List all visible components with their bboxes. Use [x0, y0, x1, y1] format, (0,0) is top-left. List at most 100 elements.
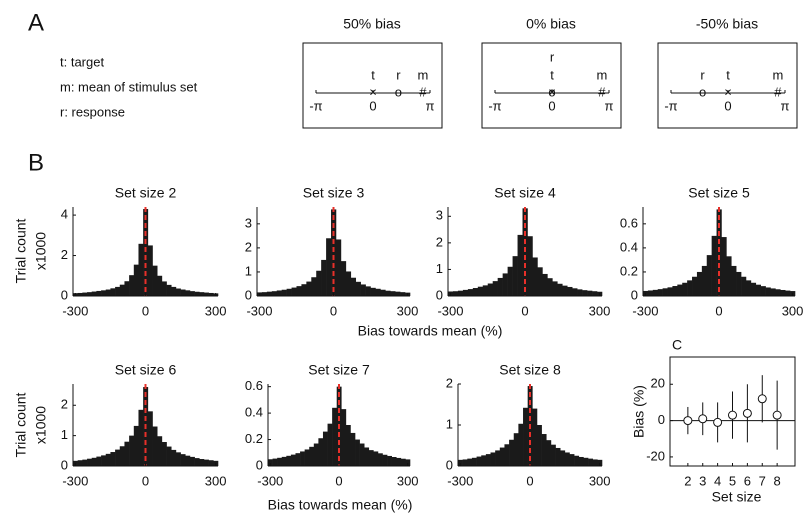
marker-letter: m [417, 67, 428, 82]
bar [502, 273, 508, 296]
bar [105, 289, 111, 296]
bar [166, 446, 172, 466]
marker-symbol: × [369, 84, 377, 99]
diagram-frame [481, 42, 622, 129]
y-tick-label: 0.4 [620, 239, 638, 254]
bar [495, 450, 501, 466]
diagram-title: -50% bias [696, 16, 758, 32]
chart-title: Set size 5 [688, 185, 750, 201]
y-tick-label: 0 [245, 287, 252, 302]
x-tick-label: 4 [714, 473, 721, 488]
bar [736, 271, 742, 296]
marker-symbol: o [548, 84, 555, 99]
bar [171, 449, 177, 466]
marker-symbol: # [598, 84, 606, 99]
bar [517, 234, 523, 296]
y-tick-label: 20 [651, 376, 665, 391]
bar [467, 289, 474, 296]
x-tick-label: -300 [632, 303, 658, 318]
bar [452, 291, 459, 296]
y-axis-label: x1000 [33, 406, 49, 444]
bar [350, 277, 357, 296]
bar [277, 457, 283, 466]
bar [377, 453, 383, 466]
bar [77, 292, 83, 296]
bar [396, 457, 402, 466]
chart-title: Set size 3 [303, 185, 365, 201]
bar [499, 447, 505, 466]
y-axis-label: x1000 [33, 232, 49, 270]
bar [532, 257, 538, 296]
y-tick-label: 0 [436, 287, 443, 302]
bar [532, 408, 538, 466]
bar [550, 444, 556, 466]
panel-label: C [672, 337, 682, 353]
bar [129, 275, 135, 296]
bar [340, 261, 347, 296]
tick-label: π [781, 98, 790, 113]
x-tick-label: 0 [715, 303, 722, 318]
x-tick-label: 0 [526, 473, 533, 488]
bar [175, 288, 181, 296]
y-tick-label: 0 [631, 287, 638, 302]
bar [365, 286, 371, 296]
bar [147, 411, 153, 466]
bar [309, 446, 315, 466]
bar [91, 291, 97, 296]
x-tick-label: 3 [699, 473, 706, 488]
bar [331, 209, 337, 296]
bar [321, 259, 327, 296]
bar [557, 283, 563, 296]
y-tick-label: 0 [446, 457, 453, 472]
bar [537, 267, 543, 296]
bar [701, 265, 708, 296]
bar [313, 443, 319, 466]
bar [390, 291, 396, 296]
marker-symbol: # [774, 84, 782, 99]
x-tick-label: 0 [521, 303, 528, 318]
y-tick-label: 3 [245, 215, 252, 230]
tick-label: -π [488, 98, 501, 113]
y-tick-label: 1 [245, 263, 252, 278]
bar [458, 459, 463, 466]
bar [175, 452, 181, 466]
bar [199, 292, 205, 296]
bar [110, 288, 116, 296]
bar [375, 288, 381, 296]
x-tick-label: -300 [246, 303, 272, 318]
marker-letter: r [396, 67, 401, 82]
bar [745, 280, 752, 296]
y-tick-label: 0 [61, 457, 68, 472]
bar [271, 291, 278, 296]
marker-letter: t [726, 67, 730, 82]
bar [552, 281, 558, 296]
x-tick-label: -300 [437, 303, 463, 318]
bar [472, 288, 479, 296]
bar [199, 459, 205, 466]
bar [647, 290, 654, 296]
bar [327, 423, 333, 466]
data-point [757, 394, 767, 404]
x-tick-label: 300 [205, 473, 227, 488]
y-tick-label: 2 [436, 234, 443, 249]
bar [82, 292, 88, 296]
bar [770, 288, 776, 296]
bar [560, 450, 566, 466]
bar [382, 454, 388, 466]
bar [152, 265, 158, 296]
bar [194, 458, 200, 466]
bar [482, 285, 489, 296]
bar [387, 455, 392, 466]
y-tick-label: 0 [658, 412, 665, 427]
x-tick-label: 0 [142, 303, 149, 318]
bar [542, 273, 548, 296]
y-tick-label: 2 [245, 239, 252, 254]
bar [672, 286, 678, 296]
chart-title: Set size 7 [308, 362, 370, 378]
bar [457, 290, 464, 296]
x-tick-label: 300 [397, 303, 419, 318]
chart-title: Set size 2 [115, 185, 177, 201]
x-tick-label: 6 [744, 473, 751, 488]
bar [652, 289, 659, 296]
bar [77, 460, 83, 466]
